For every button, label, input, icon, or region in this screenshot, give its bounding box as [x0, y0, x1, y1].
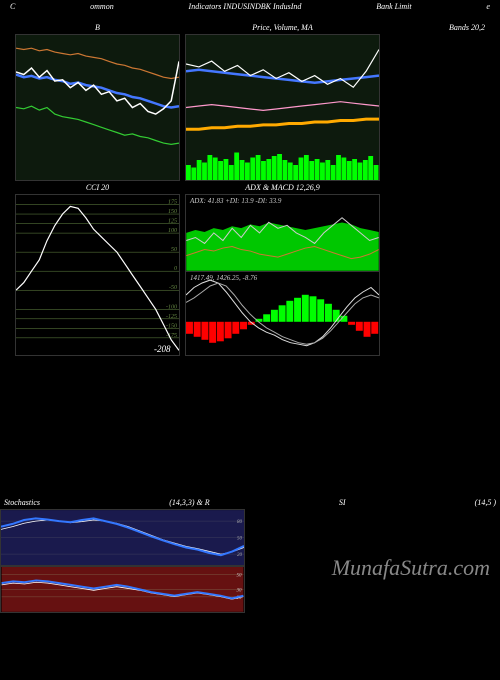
svg-text:80: 80: [237, 520, 243, 525]
cci-title: CCI 20: [15, 181, 180, 194]
rsi-box: 503020: [0, 566, 245, 613]
macd-box: 1417.49, 1426.25, -8.76: [186, 272, 379, 355]
svg-text:-150: -150: [166, 323, 177, 329]
bbands-title: B: [15, 21, 180, 34]
stoch-title-row: Stochastics (14,3,3) & R SI (14,5 ): [0, 496, 500, 509]
price-ma-chart: Price, Volume, MA: [185, 21, 380, 181]
price-ma-title: Price, Volume, MA: [185, 21, 380, 34]
svg-text:100: 100: [168, 228, 177, 234]
svg-text:-125: -125: [166, 314, 177, 320]
header-right: e: [486, 2, 490, 11]
adx-macd-box: ADX: 41.83 +DI: 13.9 -DI: 33.9 1417.49, …: [185, 194, 380, 356]
rsi-params: (14,5 ): [475, 498, 496, 507]
header-mid2: Indicators INDUSINDBK IndusInd: [189, 2, 302, 11]
stoch-box: 80 50 20: [0, 509, 245, 566]
svg-text:50: 50: [171, 247, 177, 253]
svg-text:-208: -208: [154, 344, 171, 354]
stoch-rsi-chart: Stochastics (14,3,3) & R SI (14,5 ) 8050…: [0, 496, 245, 611]
price-ma-box: [185, 34, 380, 181]
stoch-rsi-box: 80 50 20 50 30 20: [0, 509, 245, 613]
stoch-label: Stochastics: [4, 498, 40, 507]
bands-extra-title: Bands 20,2: [380, 21, 500, 34]
svg-text:50: 50: [236, 574, 241, 579]
bands-label-col: Bands 20,2: [380, 21, 500, 181]
rsi-label: SI: [339, 498, 346, 507]
svg-text:20: 20: [237, 553, 243, 558]
svg-text:125: 125: [168, 219, 177, 225]
bbands-chart: B: [15, 21, 180, 181]
svg-text:175: 175: [168, 200, 177, 206]
svg-text:150: 150: [168, 209, 177, 215]
header-left: C: [10, 2, 15, 11]
header-bar: C ommon Indicators INDUSINDBK IndusInd B…: [0, 0, 500, 13]
svg-text:50: 50: [237, 537, 243, 542]
adx-macd-chart: ADX & MACD 12,26,9 ADX: 41.83 +DI: 13.9 …: [185, 181, 380, 356]
header-mid1: ommon: [90, 2, 114, 11]
svg-text:-100: -100: [166, 304, 177, 310]
svg-text:-50: -50: [169, 285, 177, 291]
stoch-params: (14,3,3) & R: [169, 498, 209, 507]
adx-macd-title: ADX & MACD 12,26,9: [185, 181, 380, 194]
cci-box: 175150125100500-50-100-125-150-175-208: [15, 194, 180, 356]
macd-label: 1417.49, 1426.25, -8.76: [190, 274, 257, 282]
cci-chart: CCI 20 175150125100500-50-100-125-150-17…: [15, 181, 180, 356]
watermark: MunafaSutra.com: [332, 555, 490, 581]
adx-label: ADX: 41.83 +DI: 13.9 -DI: 33.9: [190, 197, 281, 205]
adx-box: ADX: 41.83 +DI: 13.9 -DI: 33.9: [186, 195, 379, 272]
svg-text:0: 0: [174, 266, 177, 272]
bbands-box: [15, 34, 180, 181]
header-mid3: Bank Limit: [376, 2, 411, 11]
svg-text:30: 30: [236, 589, 241, 594]
